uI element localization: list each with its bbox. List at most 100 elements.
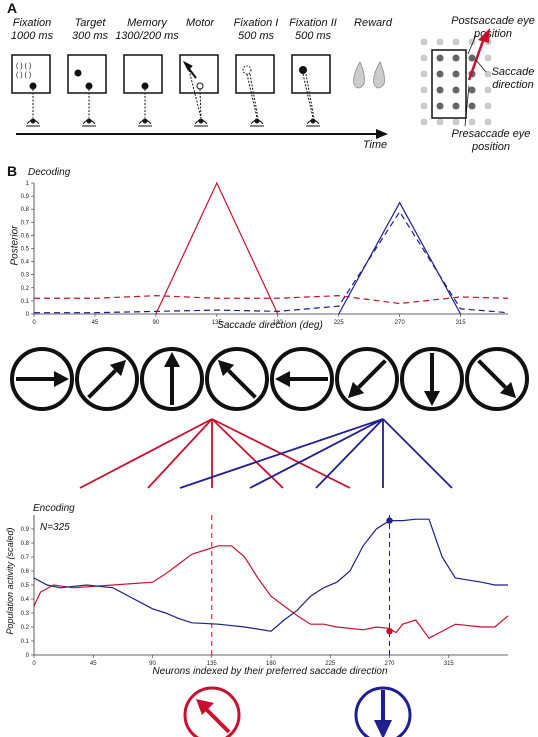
direction-arrow-icon: [270, 347, 334, 411]
encoding-label: Encoding: [33, 503, 75, 514]
x-tick-label: 0: [32, 661, 36, 667]
arrow-head: [54, 371, 69, 387]
eye-icon: [188, 69, 208, 127]
grid-dot: [420, 86, 428, 94]
data-marker: [386, 628, 393, 635]
n-label: N=325: [40, 522, 70, 533]
memory-screen: [123, 54, 163, 94]
y-tick-label: 0.3: [21, 273, 30, 279]
saccade-direction-label: Saccade direction: [491, 66, 535, 91]
presaccade-label: Presaccade eye position: [451, 128, 531, 153]
grid-dot: [452, 38, 460, 46]
motor-screen: [179, 54, 219, 94]
encoding-xlabel: Neurons indexed by their preferred sacca…: [152, 666, 388, 677]
panel-a-letter: A: [7, 0, 18, 16]
arrow-head: [347, 381, 365, 399]
epoch-fixation: Fixation 1000 ms: [10, 17, 54, 42]
epoch-screens: ( ) ( ) ( ) ( ): [11, 54, 331, 94]
fixation-i-screen: [235, 54, 275, 94]
series-line: [34, 210, 509, 314]
grid-dot: [420, 70, 428, 78]
x-tick-label: 225: [334, 320, 345, 326]
grid-dot: [452, 118, 460, 126]
eye-icon: [302, 73, 320, 127]
arrow-shaft: [227, 369, 257, 399]
direction-arrow-icon: [75, 347, 139, 411]
y-tick-label: 0: [26, 653, 30, 659]
grid-dot: [420, 118, 428, 126]
y-tick-label: 0.8: [21, 207, 30, 213]
data-marker: [386, 517, 393, 524]
arrow-head: [109, 359, 127, 377]
x-tick-label: 135: [212, 320, 223, 326]
grid-dot: [436, 38, 444, 46]
grid-dot: [436, 118, 444, 126]
water-drop-icon: [353, 61, 365, 89]
y-tick-label: 0.1: [21, 299, 30, 305]
eye-position-grid: [420, 28, 492, 127]
blue-direction-icon: [354, 686, 412, 737]
fixation-screen: ( ) ( ) ( ) ( ): [11, 54, 51, 94]
x-tick-label: 225: [325, 661, 336, 667]
grid-dot: [420, 102, 428, 110]
decoding-label: Decoding: [28, 167, 71, 178]
grid-dot: [484, 54, 492, 62]
y-tick-label: 0.4: [21, 597, 30, 603]
y-tick-label: 0.6: [21, 233, 30, 239]
arrow-head: [217, 359, 235, 377]
direction-arrow-icon: [140, 347, 204, 411]
series-line: [338, 201, 462, 315]
x-tick-label: 0: [32, 320, 36, 326]
fixation-ii-screen: [291, 54, 331, 94]
y-tick-label: 0.5: [21, 247, 30, 253]
arrow-head: [499, 381, 517, 399]
x-tick-label: 270: [395, 320, 406, 326]
x-tick-label: 180: [273, 320, 284, 326]
y-tick-label: 0.3: [21, 611, 30, 617]
arrow-shaft: [477, 359, 507, 389]
fan-line: [249, 418, 384, 489]
fan-line: [147, 418, 213, 489]
y-tick-label: 0.5: [21, 583, 30, 589]
y-tick-label: 0.1: [21, 639, 30, 645]
y-tick-label: 0.9: [21, 527, 30, 533]
arrow-head: [164, 352, 180, 367]
epoch-fixation-i: Fixation I 500 ms: [233, 17, 279, 42]
fan-lines: [79, 418, 453, 489]
direction-arrow-icon: [205, 347, 269, 411]
epoch-motor: Motor: [185, 17, 215, 29]
y-tick-label: 1: [26, 181, 30, 187]
reward-drops: [353, 61, 385, 89]
y-tick-label: 0.8: [21, 541, 30, 547]
y-tick-label: 0.6: [21, 569, 30, 575]
eye-icons: [26, 69, 320, 127]
grid-dot: [420, 54, 428, 62]
eye-icon: [82, 89, 96, 127]
grid-dot: [468, 118, 476, 126]
red-direction-icon: [183, 686, 241, 737]
grid-dot: [452, 70, 460, 78]
decoding-xlabel: Saccade direction (deg): [217, 320, 323, 331]
series-line: [33, 545, 509, 639]
epoch-memory: Memory 1300/200 ms: [115, 17, 179, 42]
y-tick-label: 0.7: [21, 220, 30, 226]
arrow-head: [424, 391, 440, 406]
y-tick-label: 0.7: [21, 555, 30, 561]
direction-arrow-icon: [400, 347, 464, 411]
saccade-arrow-icon: [478, 28, 490, 43]
eye-icon: [138, 89, 152, 127]
eye-icon: [26, 89, 40, 127]
grid-dot: [436, 54, 444, 62]
x-tick-label: 315: [456, 320, 467, 326]
epoch-reward: Reward: [354, 17, 392, 29]
y-tick-label: 0.2: [21, 286, 30, 292]
grid-dot: [452, 86, 460, 94]
x-tick-label: 45: [92, 320, 99, 326]
direction-arrow-icon: [335, 347, 399, 411]
x-tick-label: 45: [90, 661, 97, 667]
grid-dot: [420, 38, 428, 46]
series-line: [33, 518, 508, 632]
svg-text:( ) ( ): ( ) ( ): [16, 63, 31, 70]
x-tick-label: 90: [149, 661, 156, 667]
